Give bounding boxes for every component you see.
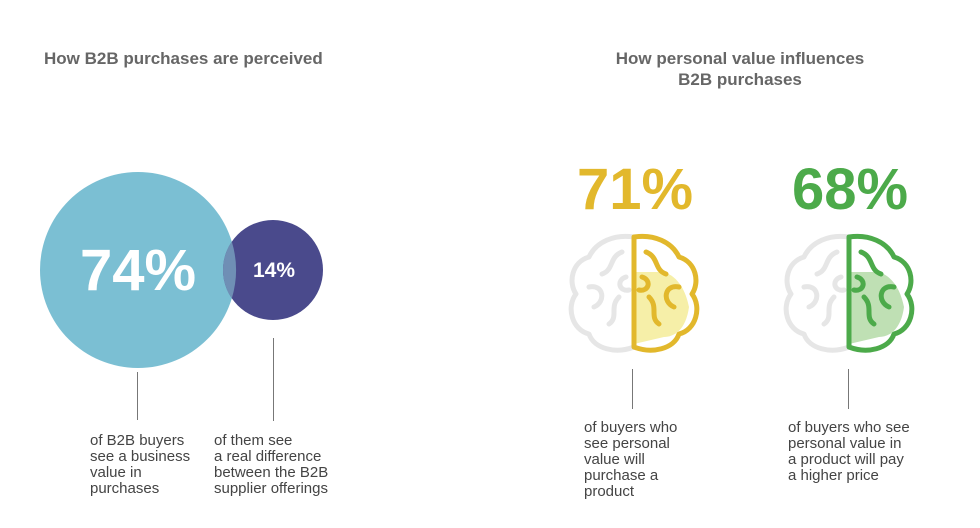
brain-icon-green [783, 233, 915, 353]
brain-green-value: 68% [792, 157, 909, 222]
brain-right-folds [851, 249, 897, 327]
left-chart-title: How B2B purchases are perceived [44, 49, 323, 68]
connector-line-3 [632, 369, 633, 409]
brain-right-half [631, 233, 700, 353]
bubble-overlap [222, 241, 236, 299]
connector-line-1 [137, 372, 138, 420]
brain-left-folds [801, 249, 847, 327]
brain-right-folds [636, 249, 682, 327]
connector-line-4 [848, 369, 849, 409]
caption-bubble-large: of B2B buyers see a business value in pu… [90, 432, 191, 497]
brain-left-half [568, 233, 637, 353]
bubble-large [40, 172, 236, 368]
brain-yellow-value: 71% [577, 157, 694, 222]
caption-bubble-small: of them see a real difference between th… [214, 432, 329, 497]
brain-icon-yellow [568, 233, 700, 353]
right-chart-title: How personal value influences B2B purcha… [615, 49, 865, 89]
connector-line-2 [273, 338, 274, 421]
brain-left-folds [586, 249, 632, 327]
caption-brain-yellow: of buyers who see personal value will pu… [584, 419, 678, 500]
bubble-small [223, 220, 323, 320]
caption-brain-green: of buyers who see personal value in a pr… [788, 419, 910, 484]
bubble-small-value: 14% [253, 259, 295, 282]
bubble-large-value: 74% [80, 238, 196, 303]
brain-left-half [783, 233, 852, 353]
brain-right-half [846, 233, 915, 353]
